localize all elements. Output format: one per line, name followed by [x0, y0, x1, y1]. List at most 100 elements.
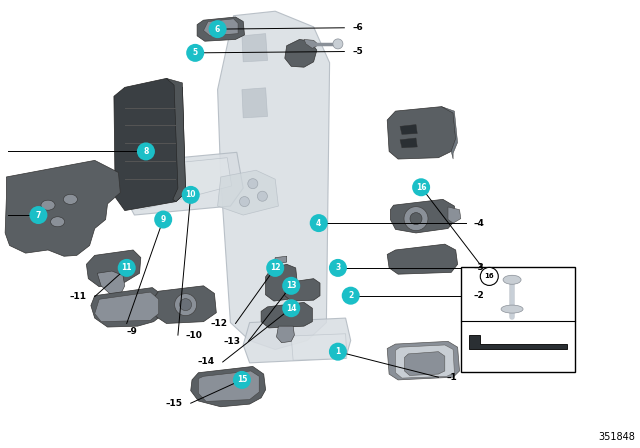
Polygon shape	[285, 279, 320, 301]
Polygon shape	[404, 352, 445, 375]
Ellipse shape	[501, 305, 523, 313]
Polygon shape	[191, 366, 266, 407]
Circle shape	[333, 39, 343, 49]
FancyBboxPatch shape	[461, 267, 575, 372]
Text: 2: 2	[348, 291, 353, 300]
Text: 3: 3	[335, 263, 340, 272]
Circle shape	[282, 299, 300, 317]
Circle shape	[180, 299, 191, 310]
Circle shape	[310, 214, 328, 232]
Text: –3: –3	[474, 263, 484, 272]
Circle shape	[410, 213, 422, 224]
Text: 6: 6	[215, 25, 220, 34]
Circle shape	[329, 343, 347, 361]
Text: 1: 1	[335, 347, 340, 356]
Polygon shape	[396, 345, 454, 378]
Polygon shape	[400, 125, 417, 134]
Text: –1: –1	[447, 373, 457, 382]
Text: –6: –6	[353, 23, 363, 32]
Circle shape	[182, 186, 200, 204]
Text: 13: 13	[286, 281, 296, 290]
Circle shape	[412, 178, 430, 196]
Text: –15: –15	[166, 399, 183, 408]
Text: 15: 15	[237, 375, 247, 384]
Polygon shape	[291, 334, 347, 360]
Polygon shape	[141, 158, 232, 210]
Text: 12: 12	[270, 263, 280, 272]
Polygon shape	[204, 19, 238, 36]
Circle shape	[118, 259, 136, 277]
Polygon shape	[387, 244, 458, 274]
Circle shape	[404, 207, 428, 231]
Polygon shape	[154, 286, 216, 323]
Circle shape	[248, 179, 258, 189]
Circle shape	[209, 20, 227, 38]
Ellipse shape	[41, 200, 55, 210]
Circle shape	[186, 44, 204, 62]
Polygon shape	[243, 318, 351, 363]
Polygon shape	[442, 107, 458, 159]
Circle shape	[154, 211, 172, 228]
Ellipse shape	[51, 217, 65, 227]
Ellipse shape	[63, 194, 77, 204]
Text: 11: 11	[122, 263, 132, 272]
Circle shape	[480, 267, 499, 285]
Text: 7: 7	[36, 211, 41, 220]
Text: –5: –5	[353, 47, 363, 56]
Polygon shape	[166, 78, 186, 202]
Circle shape	[282, 277, 300, 295]
Polygon shape	[400, 138, 417, 148]
Polygon shape	[387, 107, 456, 159]
Text: 9: 9	[161, 215, 166, 224]
Circle shape	[342, 287, 360, 305]
Text: 10: 10	[186, 190, 196, 199]
Polygon shape	[95, 292, 159, 322]
Polygon shape	[197, 17, 244, 41]
Polygon shape	[97, 271, 125, 296]
Polygon shape	[261, 302, 312, 328]
Polygon shape	[448, 207, 461, 223]
Text: 16: 16	[416, 183, 426, 192]
Polygon shape	[276, 326, 294, 343]
Polygon shape	[390, 199, 456, 233]
Polygon shape	[274, 256, 287, 264]
Text: –13: –13	[223, 337, 241, 346]
Circle shape	[239, 197, 250, 207]
Polygon shape	[218, 170, 278, 215]
Text: –14: –14	[198, 358, 214, 366]
Polygon shape	[198, 371, 259, 401]
Text: –9: –9	[127, 327, 138, 336]
Circle shape	[233, 371, 251, 389]
Circle shape	[29, 206, 47, 224]
Polygon shape	[5, 160, 120, 256]
Text: –2: –2	[474, 291, 484, 300]
Circle shape	[257, 191, 268, 201]
Polygon shape	[242, 34, 268, 62]
Ellipse shape	[503, 275, 521, 284]
Polygon shape	[114, 78, 186, 211]
Text: 351848: 351848	[598, 432, 635, 442]
Text: 4: 4	[316, 219, 321, 228]
Polygon shape	[304, 39, 319, 48]
Polygon shape	[91, 288, 165, 327]
Polygon shape	[242, 88, 268, 118]
Circle shape	[266, 259, 284, 277]
Polygon shape	[86, 250, 141, 287]
Circle shape	[175, 293, 196, 316]
Polygon shape	[266, 264, 298, 301]
Circle shape	[137, 142, 155, 160]
Text: –11: –11	[70, 292, 87, 301]
Text: 5: 5	[193, 48, 198, 57]
Polygon shape	[468, 335, 567, 349]
Text: 14: 14	[286, 304, 296, 313]
Circle shape	[329, 259, 347, 277]
Text: –4: –4	[474, 219, 484, 228]
Polygon shape	[218, 11, 330, 349]
Text: –10: –10	[186, 331, 203, 340]
Polygon shape	[285, 39, 317, 67]
Polygon shape	[387, 341, 460, 380]
Text: 8: 8	[143, 147, 148, 156]
Text: 16: 16	[484, 273, 494, 280]
Polygon shape	[125, 152, 243, 215]
Text: –12: –12	[211, 319, 228, 328]
